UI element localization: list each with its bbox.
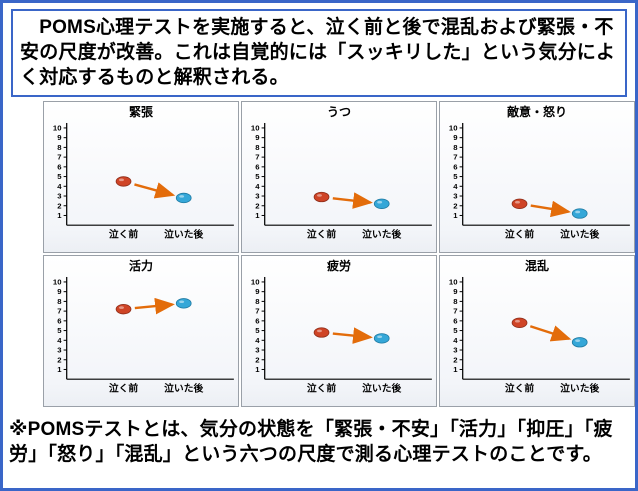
chart-title: 疲労 — [326, 259, 351, 274]
svg-text:2: 2 — [255, 202, 259, 211]
svg-text:泣く前: 泣く前 — [109, 229, 139, 241]
svg-text:9: 9 — [255, 288, 259, 297]
chart-title: 活力 — [128, 259, 153, 274]
svg-text:8: 8 — [453, 143, 457, 152]
svg-text:7: 7 — [255, 153, 259, 162]
chart-panel-vigor: 活力 1 2 3 4 5 6 7 8 9 10 泣く前 泣いた後 — [43, 255, 239, 408]
chart-title: 敵意・怒り — [506, 105, 567, 120]
footnote-text: ※POMSテストとは、気分の状態を「緊張・不安」「活力」「抑圧」「疲労」「怒り」… — [9, 419, 613, 466]
chart-title: 緊張 — [128, 105, 153, 120]
svg-text:1: 1 — [453, 211, 457, 220]
svg-text:4: 4 — [255, 182, 260, 191]
svg-text:泣いた後: 泣いた後 — [164, 383, 204, 395]
svg-text:泣く前: 泣く前 — [307, 383, 337, 395]
svg-text:3: 3 — [255, 192, 259, 201]
svg-text:8: 8 — [57, 297, 61, 306]
svg-text:7: 7 — [453, 307, 457, 316]
intro-text: POMS心理テストを実施すると、泣く前と後で混乱および緊張・不安の尺度が改善。こ… — [20, 17, 616, 89]
svg-text:4: 4 — [57, 182, 62, 191]
svg-text:4: 4 — [453, 182, 458, 191]
svg-text:10: 10 — [251, 278, 260, 287]
svg-text:4: 4 — [57, 336, 62, 345]
svg-text:3: 3 — [57, 346, 61, 355]
svg-text:3: 3 — [453, 192, 457, 201]
svg-text:3: 3 — [57, 192, 61, 201]
svg-text:6: 6 — [453, 163, 457, 172]
svg-text:泣いた後: 泣いた後 — [164, 229, 204, 241]
chart-panel-tension: 緊張 1 2 3 4 5 6 7 8 9 10 泣く前 泣いた後 — [43, 101, 239, 254]
svg-text:9: 9 — [453, 134, 457, 143]
svg-text:泣いた後: 泣いた後 — [560, 229, 600, 241]
chart-panel-confusion: 混乱 1 2 3 4 5 6 7 8 9 10 泣く前 泣いた後 — [439, 255, 635, 408]
svg-text:6: 6 — [255, 317, 259, 326]
svg-text:7: 7 — [255, 307, 259, 316]
svg-text:1: 1 — [255, 365, 259, 374]
svg-text:9: 9 — [255, 134, 259, 143]
svg-text:6: 6 — [255, 163, 259, 172]
svg-text:泣く前: 泣く前 — [505, 229, 535, 241]
svg-text:1: 1 — [57, 365, 61, 374]
svg-text:10: 10 — [251, 124, 260, 133]
chart-title: うつ — [326, 105, 351, 120]
svg-text:8: 8 — [255, 297, 259, 306]
chart-panel-hostility-anger: 敵意・怒り 1 2 3 4 5 6 7 8 9 10 泣く前 泣いた後 — [439, 101, 635, 254]
svg-text:5: 5 — [453, 173, 457, 182]
svg-text:5: 5 — [255, 327, 259, 336]
svg-text:泣いた後: 泣いた後 — [362, 229, 402, 241]
svg-text:泣いた後: 泣いた後 — [362, 383, 402, 395]
svg-text:9: 9 — [57, 134, 61, 143]
svg-text:9: 9 — [57, 288, 61, 297]
svg-text:2: 2 — [453, 356, 457, 365]
svg-text:4: 4 — [255, 336, 260, 345]
svg-text:9: 9 — [453, 288, 457, 297]
svg-text:泣く前: 泣く前 — [307, 229, 337, 241]
svg-text:5: 5 — [255, 173, 259, 182]
svg-text:3: 3 — [453, 346, 457, 355]
svg-text:2: 2 — [255, 356, 259, 365]
svg-text:7: 7 — [453, 153, 457, 162]
svg-text:10: 10 — [53, 278, 62, 287]
svg-text:泣いた後: 泣いた後 — [560, 383, 600, 395]
svg-text:5: 5 — [57, 173, 61, 182]
svg-text:6: 6 — [453, 317, 457, 326]
svg-text:8: 8 — [255, 143, 259, 152]
svg-text:泣く前: 泣く前 — [505, 383, 535, 395]
svg-text:泣く前: 泣く前 — [109, 383, 139, 395]
svg-text:8: 8 — [453, 297, 457, 306]
svg-text:1: 1 — [255, 211, 259, 220]
intro-text-box: POMS心理テストを実施すると、泣く前と後で混乱および緊張・不安の尺度が改善。こ… — [11, 9, 627, 98]
svg-text:8: 8 — [57, 143, 61, 152]
svg-text:1: 1 — [57, 211, 61, 220]
svg-text:7: 7 — [57, 307, 61, 316]
charts-grid: 緊張 1 2 3 4 5 6 7 8 9 10 泣く前 泣いた後 うつ 1 2 3 4 5 6 7 8 9 10 泣く前泣… — [43, 101, 635, 408]
chart-panel-depression: うつ 1 2 3 4 5 6 7 8 9 10 泣く前 泣いた後 — [241, 101, 437, 254]
svg-text:10: 10 — [449, 124, 458, 133]
svg-text:1: 1 — [453, 365, 457, 374]
svg-text:6: 6 — [57, 163, 61, 172]
chart-panel-fatigue: 疲労 1 2 3 4 5 6 7 8 9 10 泣く前 泣いた後 — [241, 255, 437, 408]
svg-text:2: 2 — [57, 202, 61, 211]
svg-text:4: 4 — [453, 336, 458, 345]
svg-text:5: 5 — [57, 327, 61, 336]
svg-text:10: 10 — [53, 124, 62, 133]
svg-text:7: 7 — [57, 153, 61, 162]
svg-text:6: 6 — [57, 317, 61, 326]
chart-title: 混乱 — [524, 259, 549, 274]
svg-text:3: 3 — [255, 346, 259, 355]
svg-text:5: 5 — [453, 327, 457, 336]
svg-text:2: 2 — [453, 202, 457, 211]
svg-text:10: 10 — [449, 278, 458, 287]
svg-text:2: 2 — [57, 356, 61, 365]
